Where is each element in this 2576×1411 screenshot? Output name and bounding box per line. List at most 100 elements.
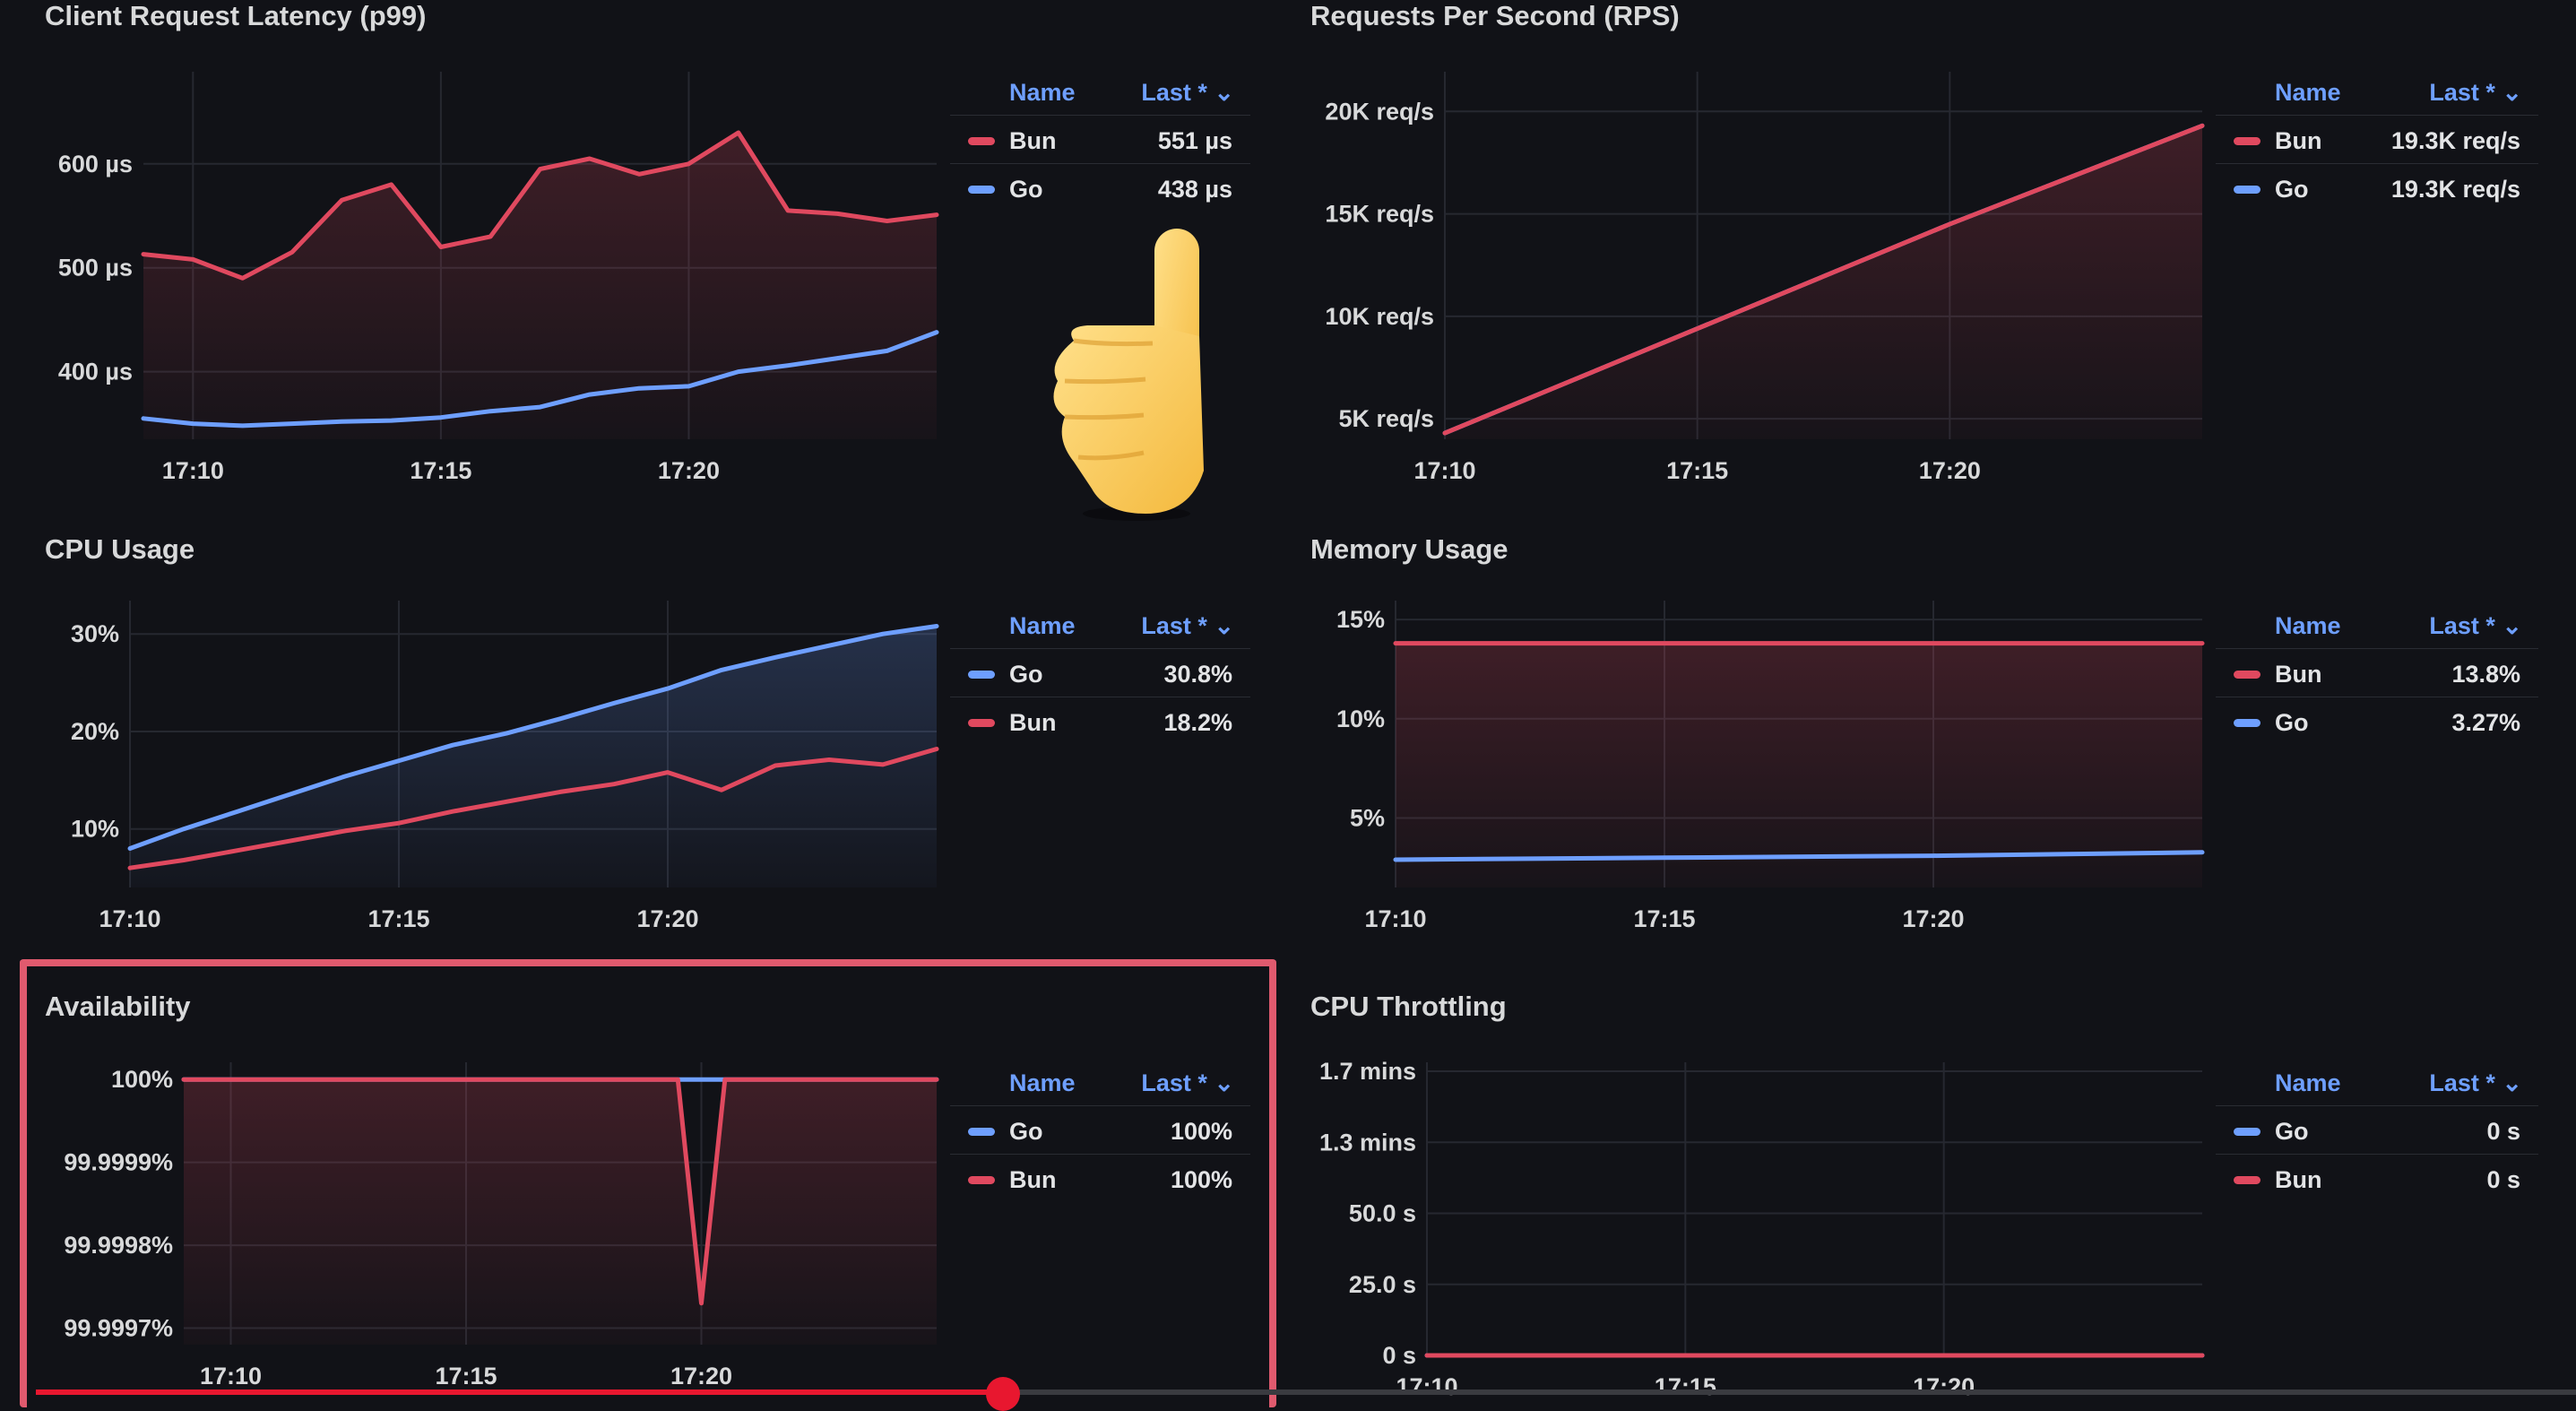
legend-last-header[interactable]: Last * ⌄ xyxy=(1141,79,1234,106)
y-tick-label: 99.9997% xyxy=(64,1315,173,1342)
legend-name-header[interactable]: Name xyxy=(1009,612,1076,639)
legend-name-header[interactable]: Name xyxy=(1009,1069,1076,1096)
legend-last-header[interactable]: Last * ⌄ xyxy=(2429,612,2522,639)
x-tick-label: 17:15 xyxy=(1633,905,1695,932)
legend-row-bun[interactable]: Bun 0 s xyxy=(2216,1154,2538,1202)
series-swatch xyxy=(968,1176,995,1184)
legend-row-bun[interactable]: Bun 19.3K req/s xyxy=(2216,115,2538,163)
legend-header: Name Last * ⌄ xyxy=(2216,70,2538,115)
legend-row-bun[interactable]: Bun 13.8% xyxy=(2216,648,2538,697)
panel-title[interactable]: CPU Usage xyxy=(45,533,195,565)
legend-last-header[interactable]: Last * ⌄ xyxy=(2429,1069,2522,1096)
video-progress-track[interactable] xyxy=(36,1389,2576,1395)
x-tick-label: 17:20 xyxy=(670,1363,732,1389)
series-name: Bun xyxy=(1009,1166,1057,1193)
chevron-down-icon: ⌄ xyxy=(2502,612,2522,639)
x-tick-label: 17:15 xyxy=(435,1363,497,1389)
legend-row-go[interactable]: Go 438 µs xyxy=(950,163,1250,212)
legend-name-header[interactable]: Name xyxy=(1009,79,1076,106)
legend-row-bun[interactable]: Bun 18.2% xyxy=(950,697,1250,745)
series-value: 100% xyxy=(1170,1166,1232,1193)
series-swatch xyxy=(968,137,995,145)
legend-name-header[interactable]: Name xyxy=(2275,1069,2341,1096)
legend-throttling: Name Last * ⌄ Go 0 s Bun 0 s xyxy=(2216,1060,2538,1202)
y-tick-label: 10% xyxy=(1336,706,1385,732)
series-value: 3.27% xyxy=(2451,709,2520,736)
y-tick-label: 99.9999% xyxy=(64,1149,173,1176)
y-tick-label: 500 µs xyxy=(58,255,133,281)
throttling-chart: 0 s 25.0 s 50.0 s 1.3 mins 1.7 mins 17:10 17:1… xyxy=(1319,1058,2205,1400)
series-value: 551 µs xyxy=(1157,127,1232,154)
series-value: 30.8% xyxy=(1163,661,1232,688)
x-tick-label: 17:15 xyxy=(367,905,429,932)
legend-name-header[interactable]: Name xyxy=(2275,79,2341,106)
legend-last-header[interactable]: Last * ⌄ xyxy=(2429,79,2522,106)
legend-row-go[interactable]: Go 30.8% xyxy=(950,648,1250,697)
cpu-chart: 10% 20% 30% 17:10 17:15 17:20 xyxy=(71,601,939,932)
series-swatch xyxy=(968,719,995,727)
panel-title[interactable]: Availability xyxy=(45,991,191,1022)
legend-row-bun[interactable]: Bun 551 µs xyxy=(950,115,1250,163)
x-tick-label: 17:10 xyxy=(162,457,224,484)
series-name: Go xyxy=(1009,176,1043,203)
legend-row-go[interactable]: Go 100% xyxy=(950,1105,1250,1154)
series-name: Go xyxy=(2275,709,2309,736)
series-line-bun xyxy=(127,747,939,870)
series-name: Go xyxy=(1009,661,1043,688)
panel-title[interactable]: Requests Per Second (RPS) xyxy=(1310,0,1680,31)
y-tick-label: 5% xyxy=(1350,805,1385,832)
series-swatch xyxy=(2234,1176,2260,1184)
x-tick-label: 17:10 xyxy=(200,1363,262,1389)
legend-row-bun[interactable]: Bun 100% xyxy=(950,1154,1250,1202)
cpu-panel: CPU Usage 10% 20% 30% 17:10 17:15 17:20 Name … xyxy=(45,533,1255,955)
legend-header: Name Last * ⌄ xyxy=(2216,1060,2538,1105)
x-tick-label: 17:20 xyxy=(658,457,720,484)
pointing-up-hand-emoji xyxy=(1053,229,1204,521)
x-tick-label: 17:15 xyxy=(1655,1373,1716,1400)
series-value: 19.3K req/s xyxy=(2390,127,2520,154)
y-tick-label: 30% xyxy=(71,620,119,647)
chevron-down-icon: ⌄ xyxy=(1214,1069,1234,1096)
x-tick-label: 17:20 xyxy=(1913,1373,1975,1400)
legend-cpu: Name Last * ⌄ Go 30.8% Bun 18.2% xyxy=(950,603,1250,745)
series-area-bun xyxy=(184,1079,937,1345)
rps-chart: 5K req/s 10K req/s 15K req/s 20K req/s 17:10… xyxy=(1325,72,2205,484)
x-tick-label: 17:10 xyxy=(1396,1373,1457,1400)
chevron-down-icon: ⌄ xyxy=(1214,612,1234,639)
y-tick-label: 0 s xyxy=(1382,1342,1416,1369)
legend-header: Name Last * ⌄ xyxy=(950,1060,1250,1105)
y-tick-label: 1.3 mins xyxy=(1319,1129,1416,1156)
series-name: Bun xyxy=(1009,127,1057,154)
x-tick-label: 17:20 xyxy=(1919,457,1981,484)
y-tick-label: 20K req/s xyxy=(1325,98,1434,125)
series-name: Go xyxy=(2275,1118,2309,1145)
legend-last-header[interactable]: Last * ⌄ xyxy=(1141,612,1234,639)
latency-panel: Client Request Latency (p99) 400 µs 500 µ… xyxy=(45,0,1255,502)
series-line-bun xyxy=(181,1077,939,1306)
latency-chart: 400 µs 500 µs 600 µs 17:10 17:15 17:20 xyxy=(58,72,939,484)
legend-last-header[interactable]: Last * ⌄ xyxy=(1141,1069,1234,1096)
y-tick-label: 5K req/s xyxy=(1338,405,1434,432)
series-swatch xyxy=(2234,1128,2260,1136)
x-tick-label: 17:20 xyxy=(636,905,698,932)
panel-title[interactable]: CPU Throttling xyxy=(1310,991,1507,1022)
legend-availability: Name Last * ⌄ Go 100% Bun 100% xyxy=(950,1060,1250,1202)
legend-row-go[interactable]: Go 3.27% xyxy=(2216,697,2538,745)
x-tick-label: 17:10 xyxy=(1413,457,1475,484)
y-tick-label: 10K req/s xyxy=(1325,303,1434,330)
y-tick-label: 50.0 s xyxy=(1349,1200,1416,1227)
series-line-go xyxy=(141,330,939,428)
panel-title[interactable]: Memory Usage xyxy=(1310,533,1508,565)
memory-panel: Memory Usage 5% 10% 15% 17:10 17:15 17:20 Nam… xyxy=(1310,533,2556,955)
series-value: 19.3K req/s xyxy=(2390,176,2520,203)
series-swatch xyxy=(2234,719,2260,727)
video-progress-handle[interactable] xyxy=(986,1377,1020,1411)
series-name: Go xyxy=(1009,1118,1043,1145)
legend-row-go[interactable]: Go 19.3K req/s xyxy=(2216,163,2538,212)
y-tick-label: 100% xyxy=(111,1066,173,1093)
legend-name-header[interactable]: Name xyxy=(2275,612,2341,639)
y-tick-label: 25.0 s xyxy=(1349,1271,1416,1298)
series-swatch xyxy=(968,1128,995,1136)
legend-row-go[interactable]: Go 0 s xyxy=(2216,1105,2538,1154)
panel-title[interactable]: Client Request Latency (p99) xyxy=(45,0,427,31)
